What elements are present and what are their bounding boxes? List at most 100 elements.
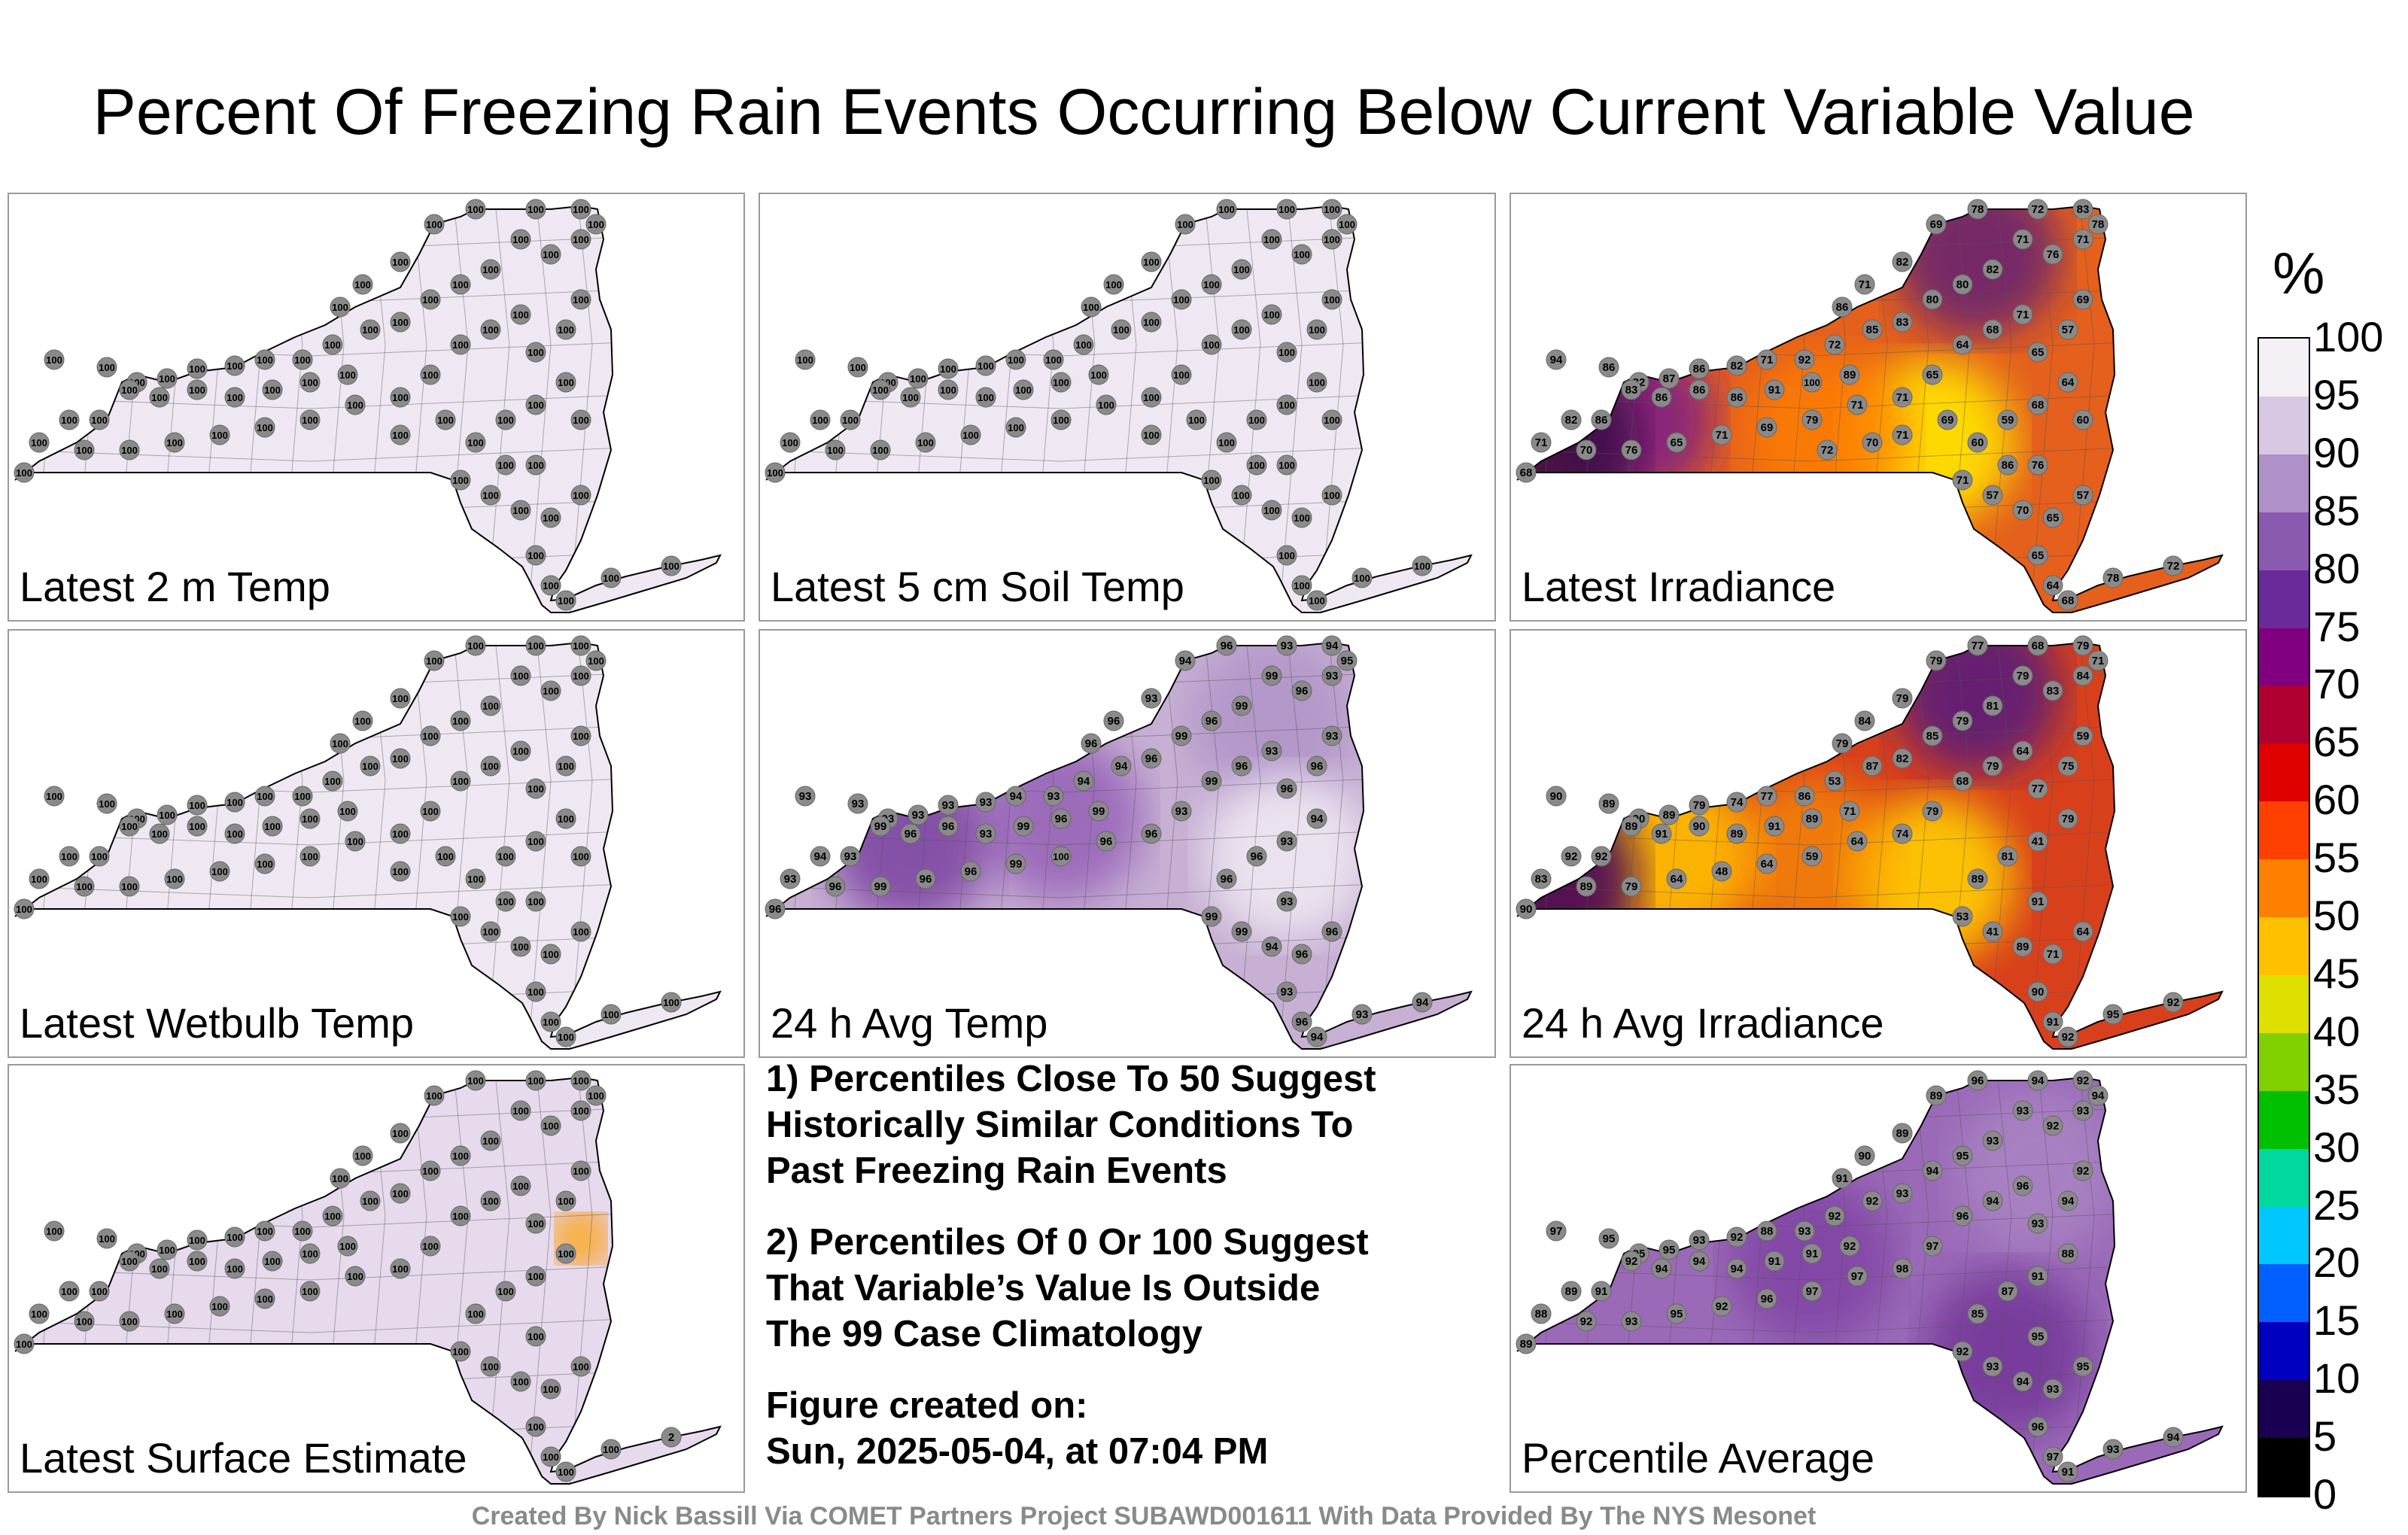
- county-border: [528, 1078, 552, 1484]
- figure-title: Percent Of Freezing Rain Events Occurrin…: [93, 76, 2195, 148]
- station-marker: 94: [2057, 1190, 2078, 1211]
- station-value: 100: [392, 866, 409, 877]
- station-marker: 99: [870, 816, 891, 837]
- station-marker: 100: [900, 387, 921, 408]
- station-value: 89: [1806, 813, 1819, 825]
- station-marker: 100: [870, 439, 891, 460]
- station-value: 87: [2002, 1285, 2014, 1298]
- county-border: [766, 667, 1471, 688]
- colorbar: [2258, 337, 2310, 1497]
- station-marker: 100: [525, 981, 546, 1002]
- station-marker: 100: [661, 992, 682, 1013]
- station-marker: 93: [1982, 1130, 2003, 1151]
- station-marker: 85: [1967, 1303, 1988, 1324]
- station-value: 100: [1173, 369, 1190, 381]
- station-marker: 93: [1171, 801, 1192, 822]
- station-marker: 71: [2012, 304, 2033, 325]
- station-marker: 100: [661, 555, 682, 576]
- station-marker: 100: [1201, 470, 1222, 491]
- station-value: 100: [91, 415, 108, 426]
- station-marker: 91: [1764, 379, 1785, 400]
- station-value: 92: [1956, 1345, 1969, 1358]
- station-marker: 87: [1997, 1281, 2018, 1302]
- station-marker: 100: [510, 1175, 531, 1196]
- station-value: 100: [543, 1017, 559, 1028]
- station-marker: 93: [1043, 786, 1064, 807]
- station-value: 71: [1896, 391, 1909, 404]
- station-value: 72: [2167, 560, 2180, 573]
- station-marker: 100: [157, 368, 178, 389]
- station-marker: 100: [480, 921, 501, 942]
- station-value: 79: [1896, 692, 1909, 705]
- station-marker: 94: [1306, 1026, 1327, 1047]
- station-value: 100: [426, 655, 442, 667]
- station-value: 100: [332, 302, 348, 313]
- station-value: 100: [264, 1256, 281, 1267]
- station-marker: 100: [74, 876, 95, 897]
- county-border: [1237, 643, 1261, 1049]
- station-marker: 100: [495, 454, 516, 476]
- colorbar-tick-label: 20: [2313, 1239, 2361, 1287]
- station-value: 92: [1595, 850, 1608, 863]
- station-value: 93: [1798, 1225, 1811, 1238]
- station-value: 100: [1309, 595, 1325, 606]
- county-border: [31, 206, 55, 612]
- station-value: 100: [121, 1256, 138, 1267]
- ny-state-map: 100 100 100 100 100 100 100 100 100 100 100 100 100 1…: [765, 199, 1473, 613]
- station-value: 100: [528, 783, 544, 795]
- station-value: 99: [1010, 858, 1023, 871]
- county-border: [486, 643, 510, 1049]
- station-value: 100: [392, 1128, 409, 1139]
- station-value: 96: [1145, 752, 1158, 765]
- station-marker: 83: [1621, 379, 1642, 400]
- colorbar-tick-label: 45: [2313, 949, 2361, 997]
- panel-label: Latest Surface Estimate: [20, 1434, 467, 1482]
- station-marker: 57: [1982, 485, 2003, 506]
- station-value: 89: [1625, 820, 1638, 833]
- station-marker: 96: [960, 861, 981, 882]
- station-marker: 96: [1291, 680, 1312, 701]
- station-marker: 94: [1922, 1160, 1943, 1181]
- station-marker: 100: [390, 748, 411, 769]
- station-value: 100: [1324, 490, 1340, 501]
- station-marker: 93: [1621, 1311, 1642, 1332]
- station-marker: 100: [1175, 214, 1196, 235]
- station-marker: 100: [1050, 372, 1072, 393]
- station-marker: 86: [1598, 357, 1619, 378]
- station-value: 91: [1836, 1172, 1849, 1185]
- colorbar-segment: [2259, 1032, 2309, 1092]
- station-value: 100: [159, 1245, 175, 1256]
- station-value: 100: [452, 911, 469, 923]
- station-marker: 70: [1862, 432, 1883, 453]
- shading-blob: [1517, 360, 1639, 525]
- station-value: 100: [588, 655, 604, 667]
- station-value: 100: [1143, 257, 1160, 268]
- explanatory-notes: 1) Percentiles Close To 50 Suggest Histor…: [766, 1056, 1488, 1500]
- station-marker: 93: [1276, 635, 1297, 656]
- station-value: 69: [1761, 421, 1774, 434]
- panel-latest-5cm-soil-temp: 100 100 100 100 100 100 100 100 100 100 100 100 100 1…: [759, 193, 1496, 622]
- station-value: 64: [2077, 926, 2090, 938]
- station-marker: 100: [555, 590, 576, 611]
- station-marker: 100: [29, 1303, 50, 1324]
- station-marker: 69: [2072, 289, 2093, 310]
- station-value: 100: [339, 369, 356, 381]
- station-marker: 100: [540, 1378, 561, 1400]
- station-marker: 100: [495, 409, 516, 430]
- station-value: 100: [1075, 339, 1092, 351]
- station-marker: 100: [390, 424, 411, 445]
- station-marker: 100: [224, 387, 245, 408]
- station-marker: 77: [1756, 786, 1777, 807]
- county-border: [782, 206, 806, 612]
- station-value: 100: [1143, 392, 1160, 403]
- station-marker: 96: [1952, 1205, 1973, 1226]
- station-value: 68: [2062, 594, 2075, 607]
- station-value: 96: [769, 903, 782, 916]
- station-marker: 92: [2072, 1070, 2093, 1091]
- colorbar-tick-label: 65: [2313, 718, 2361, 766]
- station-value: 94: [1311, 813, 1324, 825]
- station-marker: 100: [840, 409, 861, 430]
- station-value: 70: [1580, 444, 1593, 457]
- station-value: 83: [1535, 873, 1548, 886]
